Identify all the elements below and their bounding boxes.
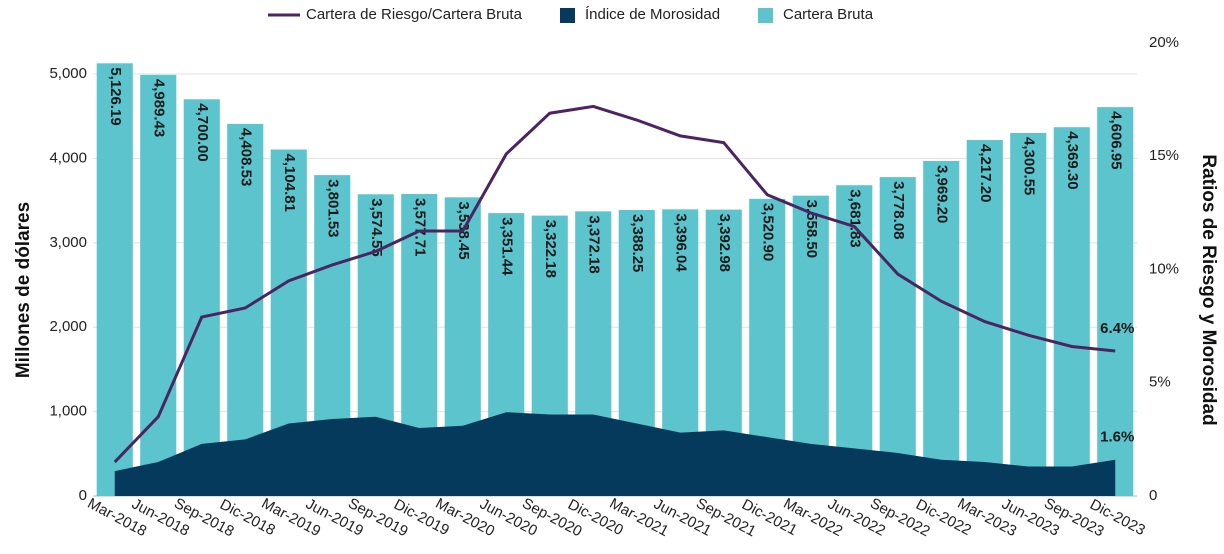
bar-label: 3,778.08 bbox=[890, 181, 907, 239]
bar-label: 4,989.43 bbox=[150, 79, 167, 137]
bar-label: 3,392.98 bbox=[716, 214, 733, 272]
bar-label: 3,577.71 bbox=[411, 198, 428, 256]
bar-label: 3,372.18 bbox=[585, 215, 602, 273]
bar bbox=[966, 140, 1003, 496]
bar-label: 5,126.19 bbox=[107, 67, 124, 125]
bar-label: 4,700.00 bbox=[194, 103, 211, 161]
bar-label: 3,681.83 bbox=[846, 189, 863, 247]
y-tick-label: 1,000 bbox=[49, 403, 87, 420]
legend-label: Cartera Bruta bbox=[783, 6, 874, 23]
bar-label: 3,351.44 bbox=[498, 217, 515, 276]
point-label: 1.6% bbox=[1100, 429, 1134, 446]
bar-label: 3,520.90 bbox=[759, 203, 776, 261]
bar bbox=[1053, 127, 1090, 496]
area bbox=[114, 412, 1116, 496]
y-tick-label: 4,000 bbox=[49, 149, 87, 166]
legend-swatch bbox=[758, 8, 773, 23]
y-tick-label: 2,000 bbox=[49, 318, 87, 335]
bar bbox=[96, 63, 133, 496]
legend-swatch bbox=[560, 8, 575, 23]
bar-label: 4,606.95 bbox=[1107, 111, 1124, 169]
y-axis-label: Millones de dólares bbox=[13, 202, 34, 378]
bar bbox=[140, 74, 177, 496]
bar-label: 3,574.55 bbox=[368, 198, 385, 256]
bar bbox=[1097, 107, 1134, 496]
bar-label: 3,388.25 bbox=[629, 214, 646, 272]
y2-tick-label: 5% bbox=[1149, 374, 1171, 391]
bar-label: 4,369.30 bbox=[1064, 131, 1081, 189]
bar-label: 4,217.20 bbox=[977, 144, 994, 202]
y2-tick-label: 20% bbox=[1149, 34, 1179, 51]
y-tick-label: 5,000 bbox=[49, 65, 87, 82]
bar-label: 4,104.81 bbox=[281, 154, 298, 212]
y2-tick-label: 0 bbox=[1149, 487, 1157, 504]
legend-label: Índice de Morosidad bbox=[585, 6, 720, 23]
legend-label: Cartera de Riesgo/Cartera Bruta bbox=[306, 6, 523, 23]
bar bbox=[879, 177, 916, 496]
bar-label: 3,322.18 bbox=[542, 220, 559, 278]
bar-label: 3,396.04 bbox=[672, 213, 689, 272]
bar bbox=[836, 185, 873, 496]
y2-axis-label: Ratios de Riesgo y Morosidad bbox=[1198, 154, 1219, 425]
bar-label: 3,801.53 bbox=[324, 179, 341, 237]
bar-label: 3,558.50 bbox=[803, 200, 820, 258]
y2-tick-label: 10% bbox=[1149, 260, 1179, 277]
point-label: 6.4% bbox=[1100, 320, 1134, 337]
bar-label: 4,300.55 bbox=[1020, 137, 1037, 195]
y-tick-label: 0 bbox=[79, 487, 87, 504]
bar-label: 4,408.53 bbox=[237, 128, 254, 186]
y-tick-label: 3,000 bbox=[49, 234, 87, 251]
line bbox=[113, 104, 1116, 464]
bar-label: 3,969.20 bbox=[933, 165, 950, 223]
y2-tick-label: 15% bbox=[1149, 147, 1179, 164]
bar bbox=[923, 160, 960, 496]
bar bbox=[1010, 133, 1047, 497]
bar bbox=[183, 99, 220, 496]
